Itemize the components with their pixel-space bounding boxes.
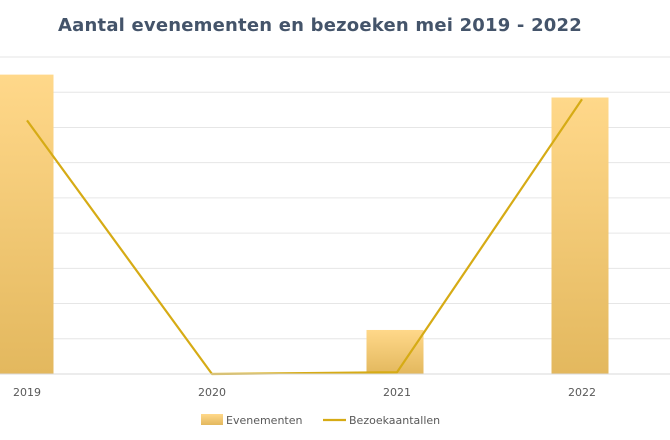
x-tick-label: 2022: [568, 386, 596, 399]
chart-title: Aantal evenementen en bezoeken mei 2019 …: [58, 15, 582, 36]
bar-evenementen-2019: [0, 74, 54, 374]
legend-label-bezoekaantallen: Bezoekaantallen: [349, 414, 440, 427]
bar-evenementen-2021: [366, 329, 424, 374]
x-tick-label: 2020: [198, 386, 226, 399]
x-tick-label: 2019: [13, 386, 41, 399]
x-tick-label: 2021: [383, 386, 411, 399]
legend-label-evenementen: Evenementen: [226, 414, 303, 427]
legend-swatch-evenementen: [201, 414, 223, 425]
bar-evenementen-2022: [551, 97, 609, 374]
line-bezoekaantallen: [26, 98, 583, 376]
